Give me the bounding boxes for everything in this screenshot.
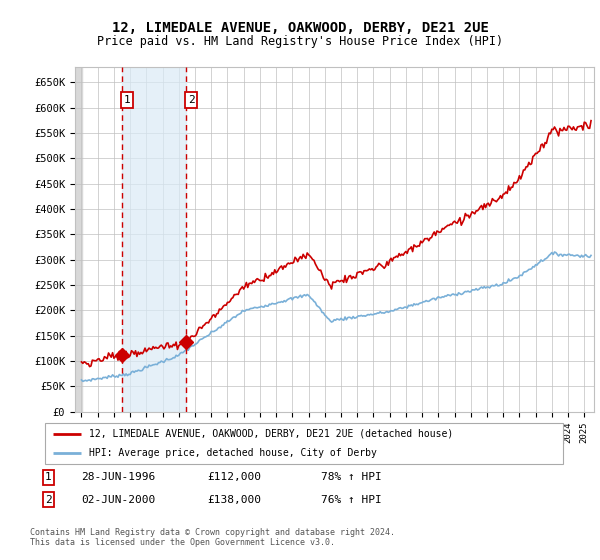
Text: £112,000: £112,000: [207, 472, 261, 482]
Bar: [75, 67, 83, 412]
Text: 02-JUN-2000: 02-JUN-2000: [81, 494, 155, 505]
Text: Contains HM Land Registry data © Crown copyright and database right 2024.
This d: Contains HM Land Registry data © Crown c…: [30, 528, 395, 547]
Bar: [122, 67, 186, 412]
Text: Price paid vs. HM Land Registry's House Price Index (HPI): Price paid vs. HM Land Registry's House …: [97, 35, 503, 48]
Text: 28-JUN-1996: 28-JUN-1996: [81, 472, 155, 482]
Text: £138,000: £138,000: [207, 494, 261, 505]
Text: 12, LIMEDALE AVENUE, OAKWOOD, DERBY, DE21 2UE (detached house): 12, LIMEDALE AVENUE, OAKWOOD, DERBY, DE2…: [89, 428, 454, 438]
Text: 76% ↑ HPI: 76% ↑ HPI: [321, 494, 382, 505]
Text: 78% ↑ HPI: 78% ↑ HPI: [321, 472, 382, 482]
Text: 1: 1: [45, 472, 52, 482]
Text: 2: 2: [188, 95, 194, 105]
Text: HPI: Average price, detached house, City of Derby: HPI: Average price, detached house, City…: [89, 449, 377, 459]
Text: 12, LIMEDALE AVENUE, OAKWOOD, DERBY, DE21 2UE: 12, LIMEDALE AVENUE, OAKWOOD, DERBY, DE2…: [112, 21, 488, 35]
FancyBboxPatch shape: [44, 423, 563, 464]
Text: 1: 1: [124, 95, 130, 105]
Text: 2: 2: [45, 494, 52, 505]
